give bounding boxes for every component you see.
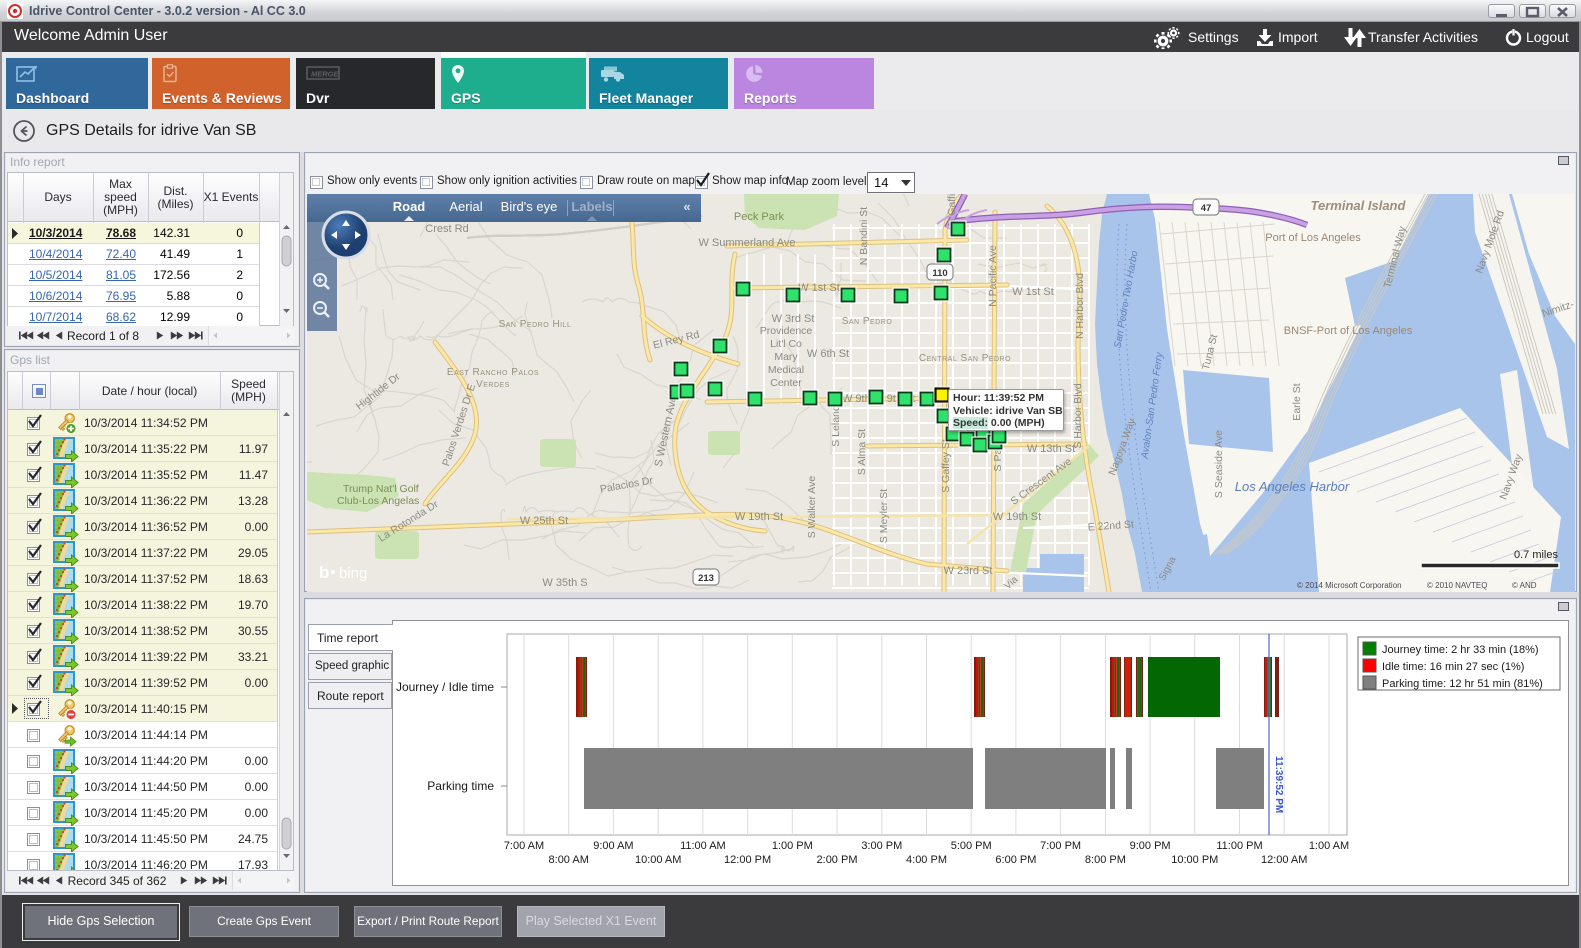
svg-text:110: 110 [932, 268, 947, 279]
svg-text:© 2010 NAVTEQ: © 2010 NAVTEQ [1427, 581, 1487, 590]
svg-text:S Gaffey St: S Gaffey St [940, 439, 952, 493]
svg-text:Club-Los Angelas: Club-Los Angelas [337, 495, 419, 507]
svg-text:10:00 AM: 10:00 AM [635, 854, 681, 866]
svg-text:W 23rd St: W 23rd St [944, 565, 993, 577]
svg-text:W 19th St: W 19th St [735, 511, 783, 523]
svg-text:6:00 PM: 6:00 PM [995, 854, 1036, 866]
svg-text:S Leland: S Leland [830, 405, 842, 447]
svg-text:8:00 PM: 8:00 PM [1085, 854, 1126, 866]
svg-text:W 19th St: W 19th St [993, 511, 1041, 523]
svg-text:5:00 PM: 5:00 PM [951, 840, 992, 852]
svg-text:W 1st St: W 1st St [798, 282, 840, 294]
svg-text:W 35th S: W 35th S [542, 577, 587, 589]
svg-text:Port of Los Angeles: Port of Los Angeles [1265, 232, 1361, 244]
svg-text:S Alma St: S Alma St [856, 429, 868, 475]
svg-text:Journey / Idle time: Journey / Idle time [396, 680, 494, 694]
svg-text:Peck Park: Peck Park [734, 211, 785, 223]
svg-text:213: 213 [698, 573, 714, 584]
svg-text:W 25th St: W 25th St [520, 515, 568, 527]
svg-text:Trump Nat'l Golf: Trump Nat'l Golf [343, 483, 419, 495]
svg-text:Earle St: Earle St [1291, 383, 1303, 420]
svg-text:1:00 PM: 1:00 PM [772, 840, 813, 852]
svg-text:W 3rd St: W 3rd St [772, 313, 815, 325]
svg-text:N Harbor Blvd: N Harbor Blvd [1074, 273, 1086, 339]
svg-text:S Seaside Ave: S Seaside Ave [1213, 430, 1225, 498]
svg-text:9:00 PM: 9:00 PM [1130, 840, 1171, 852]
svg-text:Crest Rd: Crest Rd [425, 223, 468, 235]
svg-text:8:00 AM: 8:00 AM [549, 854, 589, 866]
svg-text:W 13th St: W 13th St [1027, 443, 1075, 455]
svg-text:bing: bing [339, 565, 367, 582]
svg-text:11:39:52 PM: 11:39:52 PM [1273, 756, 1284, 813]
svg-text:Los Angeles Harbor: Los Angeles Harbor [1235, 479, 1350, 494]
svg-text:3:00 PM: 3:00 PM [861, 840, 902, 852]
svg-text:4:00 PM: 4:00 PM [906, 854, 947, 866]
svg-text:Idle time: 16 min 27 sec (1%): Idle time: 16 min 27 sec (1%) [1382, 661, 1524, 673]
svg-text:Journey time: 2 hr 33 min (18%: Journey time: 2 hr 33 min (18%) [1382, 644, 1539, 656]
svg-text:Center: Center [770, 377, 802, 389]
svg-text:47: 47 [1201, 203, 1212, 214]
svg-text:S Harbor Blvd: S Harbor Blvd [1072, 383, 1084, 449]
svg-text:7:00 AM: 7:00 AM [504, 840, 544, 852]
svg-text:9:00 AM: 9:00 AM [593, 840, 633, 852]
svg-text:Parking time: 12 hr 51 min (81: Parking time: 12 hr 51 min (81%) [1382, 678, 1543, 690]
svg-text:N Bandini St: N Bandini St [858, 207, 870, 265]
svg-text:Medical: Medical [768, 364, 804, 376]
svg-text:N Gaffi: N Gaffi [946, 194, 958, 226]
svg-text:MERGE: MERGE [311, 70, 340, 79]
svg-text:Verdes: Verdes [476, 379, 510, 390]
svg-text:San Pedro: San Pedro [842, 316, 893, 327]
svg-text:E 22nd St: E 22nd St [1087, 518, 1134, 533]
svg-text:12:00 PM: 12:00 PM [724, 854, 771, 866]
svg-text:12:00 AM: 12:00 AM [1261, 854, 1307, 866]
svg-text:Central San Pedro: Central San Pedro [919, 353, 1011, 364]
svg-text:11:00 PM: 11:00 PM [1216, 840, 1262, 852]
svg-text:Parking time: Parking time [427, 779, 494, 793]
svg-text:S Meyler St: S Meyler St [878, 489, 890, 543]
svg-text:2:00 PM: 2:00 PM [817, 854, 858, 866]
svg-text:11:00 AM: 11:00 AM [680, 840, 726, 852]
svg-text:East Rancho Palos: East Rancho Palos [447, 367, 539, 378]
svg-text:San Pedro Hill: San Pedro Hill [499, 319, 572, 330]
svg-text:W Summerland Ave: W Summerland Ave [698, 237, 795, 249]
svg-text:1:00 AM: 1:00 AM [1309, 840, 1349, 852]
svg-text:N Pacific Ave: N Pacific Ave [987, 245, 999, 307]
svg-text:b: b [319, 563, 329, 582]
svg-text:S Walker Ave: S Walker Ave [806, 476, 818, 539]
svg-text:Terminal Island: Terminal Island [1311, 198, 1407, 213]
svg-text:Mary: Mary [774, 351, 798, 363]
svg-text:W 1st St: W 1st St [1012, 286, 1054, 298]
svg-text:© AND: © AND [1512, 581, 1537, 590]
svg-text:© 2014 Microsoft Corporation: © 2014 Microsoft Corporation [1297, 581, 1402, 590]
svg-text:0.7 miles: 0.7 miles [1514, 549, 1559, 561]
svg-text:Lit'l Co: Lit'l Co [770, 338, 802, 350]
svg-text:W 6th St: W 6th St [807, 348, 849, 360]
svg-text:Providence: Providence [760, 325, 813, 337]
svg-text:BNSF-Port of Los Angeles: BNSF-Port of Los Angeles [1284, 325, 1413, 337]
svg-text:7:00 PM: 7:00 PM [1040, 840, 1081, 852]
svg-text:10:00 PM: 10:00 PM [1171, 854, 1218, 866]
